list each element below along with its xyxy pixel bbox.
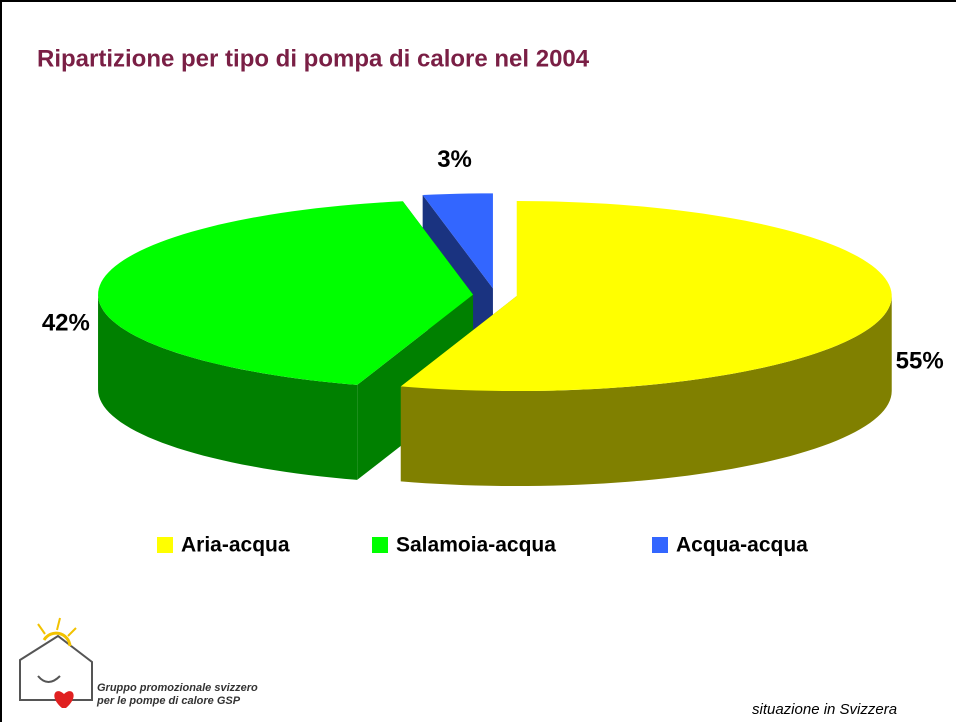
pie-chart: 55% 42% 3% <box>42 146 944 487</box>
legend-label: Aria-acqua <box>181 534 290 557</box>
logo-ray <box>67 627 77 637</box>
pie-slice-side <box>400 296 892 487</box>
logo-text: Gruppo promozionale svizzero <box>97 682 258 694</box>
pie-slice-side <box>98 294 358 480</box>
legend-swatch <box>652 537 668 553</box>
legend-swatch <box>157 537 173 553</box>
data-label: 3% <box>437 146 472 173</box>
logo-ray <box>37 623 46 635</box>
legend-swatch <box>372 537 388 553</box>
logo: Gruppo promozionale svizzero per le pomp… <box>19 617 258 708</box>
logo-smile <box>37 675 61 683</box>
data-label: 42% <box>42 309 90 336</box>
legend: Aria-acqua Salamoia-acqua Acqua-acqua <box>157 534 808 557</box>
logo-heart <box>54 691 74 708</box>
legend-label: Acqua-acqua <box>676 534 808 557</box>
pie-slice <box>422 193 493 289</box>
chart-title: Ripartizione per tipo di pompa di calore… <box>37 45 590 72</box>
legend-label: Salamoia-acqua <box>396 534 556 557</box>
pie-slice <box>98 201 474 385</box>
data-label: 55% <box>896 348 944 375</box>
pie-slice <box>400 201 892 392</box>
logo-ray <box>56 617 61 631</box>
logo-house <box>19 634 93 701</box>
logo-sun <box>42 631 72 647</box>
logo-text: per le pompe di calore GSP <box>96 695 241 707</box>
footnote: situazione in Svizzera <box>752 701 897 718</box>
